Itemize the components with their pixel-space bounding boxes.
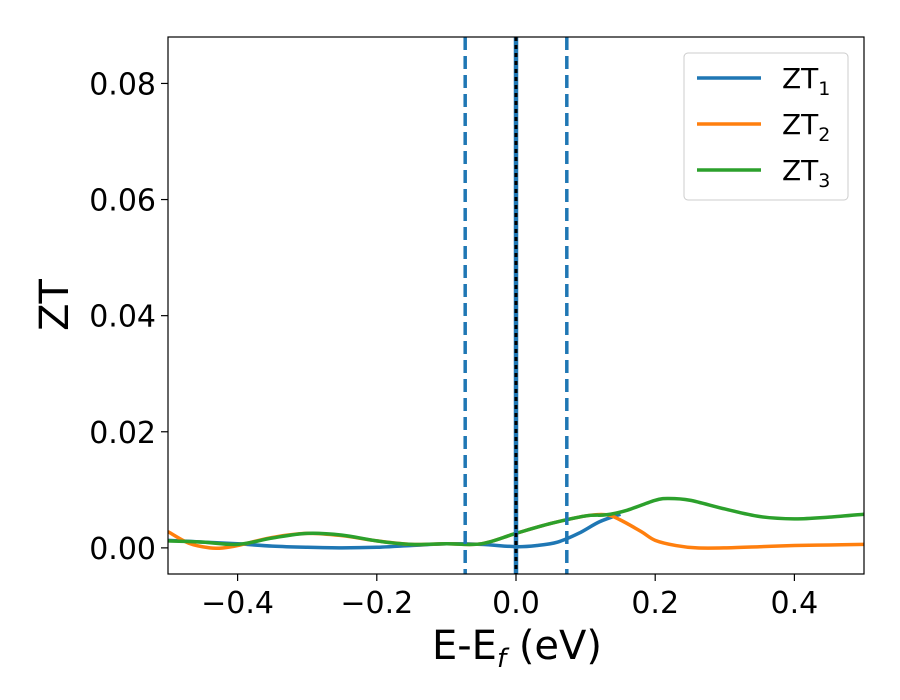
y-axis-ticks: 0.00 0.02 0.04 0.06 0.08 [89, 67, 168, 567]
legend-frame [683, 52, 849, 201]
vertical-lines-layer [463, 37, 569, 574]
x-tick-label: −0.2 [340, 586, 413, 621]
x-tick-label: 0.2 [631, 586, 679, 621]
y-tick-label: 0.00 [89, 532, 156, 567]
y-tick-label: 0.08 [89, 67, 156, 102]
x-tick-label: 0.4 [771, 586, 819, 621]
x-axis-label-main: E-E [432, 623, 497, 669]
y-tick-label: 0.04 [89, 300, 156, 335]
x-axis-label-unit: (eV) [506, 623, 602, 669]
plot-area-frame [167, 36, 865, 575]
legend-label-1: ZT1 [782, 62, 830, 100]
y-axis-label: ZT [32, 279, 78, 331]
x-tick-label: −0.4 [201, 586, 274, 621]
legend-label-3: ZT3 [782, 154, 830, 192]
legend-label-2: ZT2 [782, 108, 830, 146]
y-tick-label: 0.02 [89, 416, 156, 451]
x-axis-label: E-Ef (eV) [432, 623, 602, 674]
series-line-3 [168, 496, 864, 547]
y-tick-label: 0.06 [89, 184, 156, 219]
x-tick-label: 0.0 [492, 586, 540, 621]
legend: ZT1 ZT2 ZT3 [683, 52, 849, 201]
x-axis-ticks: −0.4 −0.2 0.0 0.2 0.4 [201, 574, 818, 621]
